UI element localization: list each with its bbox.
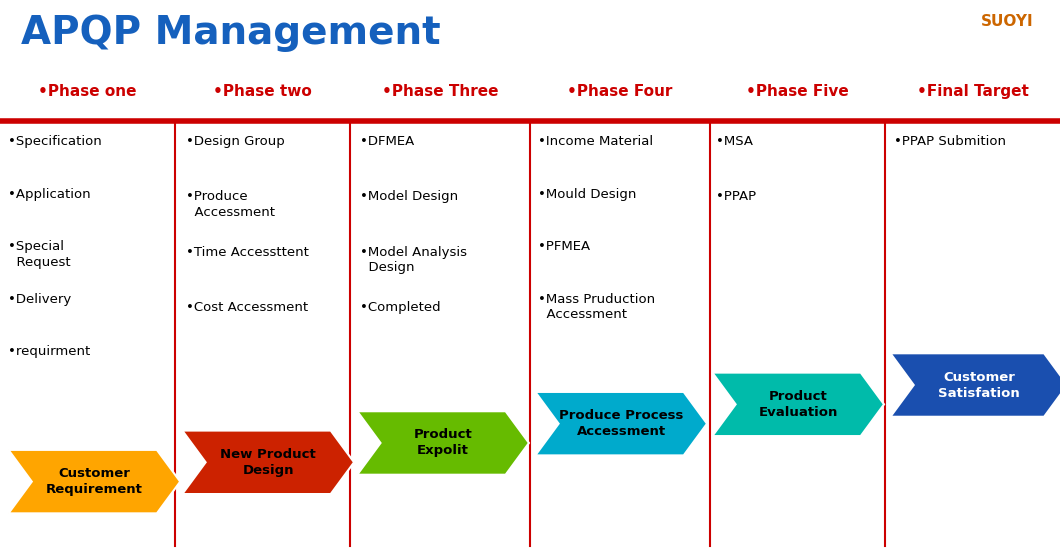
Text: Customer
Requirement: Customer Requirement [46,467,143,496]
Text: •Design Group: •Design Group [186,135,284,148]
Text: •MSA: •MSA [716,135,753,148]
Text: •Phase two: •Phase two [213,83,312,99]
Text: •PFMEA: •PFMEA [538,240,590,253]
Text: •Phase Four: •Phase Four [567,83,673,99]
Text: •Income Material: •Income Material [538,135,654,148]
Text: New Product
Design: New Product Design [220,448,316,477]
Text: •Phase Five: •Phase Five [746,83,849,99]
Polygon shape [535,392,707,455]
Text: •DFMEA: •DFMEA [360,135,414,148]
Polygon shape [890,353,1060,417]
Text: •requirment: •requirment [8,345,91,358]
Text: •PPAP: •PPAP [716,190,756,204]
Polygon shape [712,373,884,436]
Text: •Application: •Application [8,188,91,201]
Text: •Mass Pruduction
  Accessment: •Mass Pruduction Accessment [538,293,655,321]
Polygon shape [8,450,180,513]
Text: •Model Analysis
  Design: •Model Analysis Design [360,246,467,274]
Polygon shape [182,431,354,494]
Text: •Specification: •Specification [8,135,102,148]
Bar [0,66,1060,121]
Text: SUOYI: SUOYI [980,14,1034,29]
Text: •Time Accessttent: •Time Accessttent [186,246,308,259]
Text: •PPAP Submition: •PPAP Submition [894,135,1006,148]
Text: •Final Target: •Final Target [917,83,1028,99]
Text: Product
Evaluation: Product Evaluation [759,390,837,419]
Text: •Special
  Request: •Special Request [8,240,71,269]
Text: •Phase one: •Phase one [38,83,137,99]
Text: Produce Process
Accessment: Produce Process Accessment [559,409,684,438]
Text: •Delivery: •Delivery [8,293,72,306]
Text: Product
Expolit: Product Expolit [413,428,473,458]
Text: •Cost Accessment: •Cost Accessment [186,301,307,314]
Text: APQP Management: APQP Management [21,14,441,52]
Text: •Mould Design: •Mould Design [538,188,637,201]
Text: •Produce
  Accessment: •Produce Accessment [186,190,275,219]
Text: Customer
Satisfation: Customer Satisfation [938,370,1020,400]
Text: •Phase Three: •Phase Three [382,83,498,99]
Text: •Model Design: •Model Design [360,190,459,204]
Text: •Completed: •Completed [360,301,441,314]
Polygon shape [357,411,529,475]
